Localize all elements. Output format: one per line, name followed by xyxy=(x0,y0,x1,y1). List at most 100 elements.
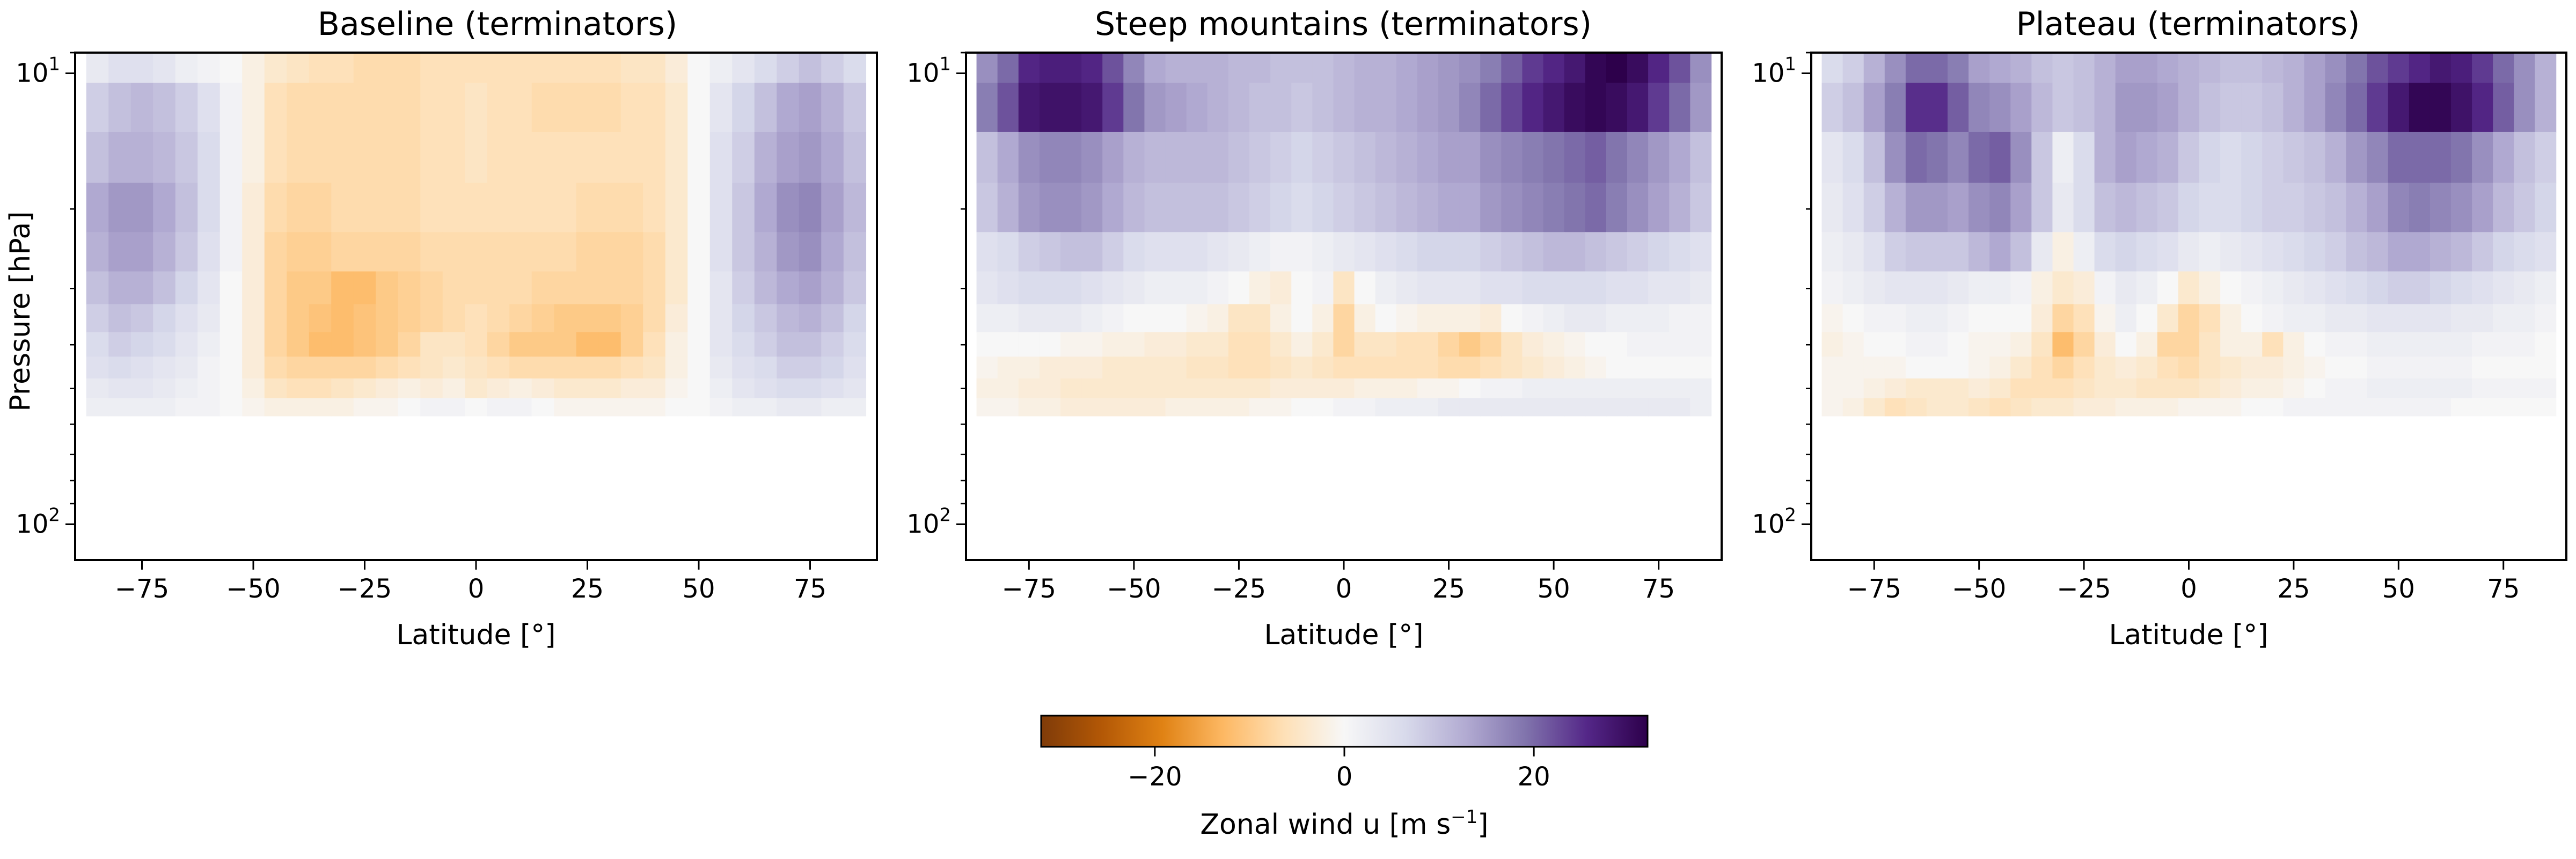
heatmap-cell xyxy=(843,83,867,133)
heatmap-cell xyxy=(487,53,510,84)
heatmap-cell xyxy=(2283,232,2305,272)
heatmap-cell xyxy=(2304,183,2326,233)
heatmap-cell xyxy=(465,332,488,358)
heatmap-cell xyxy=(2535,83,2557,133)
heatmap-cell xyxy=(1669,398,1691,417)
heatmap-cell xyxy=(997,356,1019,379)
heatmap-cell xyxy=(821,304,844,333)
heatmap-cell xyxy=(1354,132,1376,184)
heatmap-cell xyxy=(1186,304,1208,333)
heatmap-cell xyxy=(821,356,844,379)
heatmap-cell xyxy=(1165,83,1187,133)
heatmap-cell xyxy=(1842,232,1864,272)
heatmap-cell xyxy=(1821,271,1843,305)
heatmap-cell xyxy=(2429,304,2451,333)
heatmap-cell xyxy=(1627,83,1649,133)
heatmap-cell xyxy=(2199,271,2221,305)
heatmap-cell xyxy=(554,271,577,305)
heatmap-cell xyxy=(1123,83,1145,133)
heatmap-cell xyxy=(2220,304,2242,333)
heatmap-cell xyxy=(1354,356,1376,379)
heatmap-cell xyxy=(376,232,399,272)
heatmap-cell xyxy=(2010,356,2032,379)
heatmap-cell xyxy=(531,398,555,417)
heatmap-cell xyxy=(1438,398,1460,417)
heatmap-cell xyxy=(2409,332,2431,358)
heatmap-cell xyxy=(709,398,733,417)
heatmap-cell xyxy=(1123,304,1145,333)
heatmap-cell xyxy=(1165,332,1187,358)
heatmap-cell xyxy=(2241,378,2263,399)
heatmap-cell xyxy=(86,53,109,84)
heatmap-cell xyxy=(1669,332,1691,358)
heatmap-cell xyxy=(1884,378,1906,399)
heatmap-cell xyxy=(1123,356,1145,379)
heatmap-cell xyxy=(2178,53,2200,84)
heatmap-cell xyxy=(2388,304,2410,333)
heatmap-cell xyxy=(2429,83,2451,133)
heatmap-cell xyxy=(2010,332,2032,358)
heatmap-cell xyxy=(1968,332,1990,358)
y-tick-label: 102 xyxy=(1752,504,1796,539)
heatmap-cell xyxy=(2031,183,2053,233)
heatmap-cell xyxy=(620,356,644,379)
heatmap-cell xyxy=(1102,356,1124,379)
heatmap-cell xyxy=(554,398,577,417)
heatmap-cell xyxy=(799,183,822,233)
heatmap-cell xyxy=(1060,271,1082,305)
heatmap-cell xyxy=(1863,356,1885,379)
panel-title: Plateau (terminators) xyxy=(2016,5,2360,43)
heatmap-cell xyxy=(754,304,778,333)
heatmap-cell xyxy=(219,232,243,272)
heatmap-cell xyxy=(1396,183,1418,233)
colorbar-label-main: Zonal wind u [m s xyxy=(1200,809,1451,841)
heatmap-cell xyxy=(2472,332,2494,358)
heatmap-cell xyxy=(643,378,666,399)
heatmap-cell xyxy=(1585,271,1607,305)
heatmap-cell xyxy=(1543,232,1565,272)
heatmap-cell xyxy=(754,332,778,358)
heatmap-cell xyxy=(1438,132,1460,184)
heatmap-cell xyxy=(1459,183,1481,233)
heatmap-cell xyxy=(1821,83,1843,133)
heatmap-cell xyxy=(777,53,800,84)
heatmap-cell xyxy=(2304,83,2326,133)
heatmap-cell xyxy=(1291,356,1313,379)
heatmap-cell xyxy=(1438,378,1460,399)
heatmap-cell xyxy=(1270,132,1292,184)
heatmap-cell xyxy=(665,232,689,272)
heatmap-cell xyxy=(242,356,265,379)
heatmap-cell xyxy=(2325,378,2347,399)
panel-baseline: Baseline (terminators) −75 −50 −25 0 25 50 75 1… xyxy=(4,5,878,651)
heatmap-cell xyxy=(2451,271,2472,305)
heatmap-cell xyxy=(1522,332,1544,358)
colorbar: −20 0 20 Zonal wind u [m s−1] xyxy=(1040,715,1649,841)
heatmap-cell xyxy=(2157,304,2179,333)
heatmap-cell xyxy=(1228,378,1250,399)
heatmap-cell xyxy=(620,398,644,417)
heatmap-cell xyxy=(1543,304,1565,333)
heatmap-cell xyxy=(821,83,844,133)
heatmap-cell xyxy=(843,378,867,399)
heatmap-cell xyxy=(2429,356,2451,379)
heatmap-cell xyxy=(1648,332,1670,358)
heatmap-cell xyxy=(754,132,778,184)
heatmap-cell xyxy=(1522,378,1544,399)
heatmap-cell xyxy=(1312,356,1334,379)
heatmap-cell xyxy=(531,332,555,358)
heatmap-cell xyxy=(1081,398,1103,417)
heatmap-cell xyxy=(1354,304,1376,333)
heatmap-cell xyxy=(353,332,377,358)
heatmap-cell xyxy=(242,304,265,333)
heatmap-cell xyxy=(2031,304,2053,333)
heatmap-cell xyxy=(1270,183,1292,233)
heatmap-cell xyxy=(1905,356,1927,379)
heatmap-cell xyxy=(1606,53,1628,84)
heatmap-cell xyxy=(1060,132,1082,184)
heatmap-cell xyxy=(598,183,621,233)
heatmap-cell xyxy=(576,356,599,379)
heatmap-cell xyxy=(1905,232,1927,272)
heatmap-cell xyxy=(531,271,555,305)
heatmap-cell xyxy=(331,232,354,272)
x-tick-label: 0 xyxy=(468,574,485,604)
